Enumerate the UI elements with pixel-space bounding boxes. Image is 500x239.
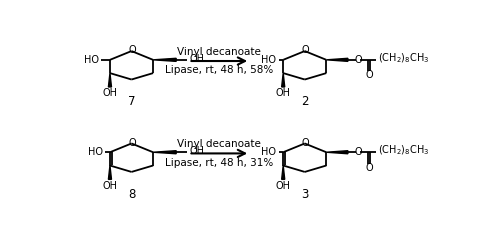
- Text: OH: OH: [190, 54, 204, 64]
- Text: Lipase, rt, 48 h, 31%: Lipase, rt, 48 h, 31%: [165, 158, 274, 168]
- Text: OH: OH: [190, 147, 204, 157]
- Text: HO: HO: [262, 55, 276, 65]
- Text: HO: HO: [84, 55, 99, 65]
- Text: HO: HO: [88, 147, 103, 157]
- Text: O: O: [354, 55, 362, 65]
- Text: O: O: [354, 147, 362, 157]
- Text: O: O: [128, 138, 136, 148]
- Text: OH: OH: [102, 88, 118, 98]
- Text: 8: 8: [128, 188, 135, 201]
- Text: O: O: [302, 45, 310, 55]
- Text: O: O: [365, 70, 373, 80]
- Text: O: O: [302, 138, 310, 148]
- Text: Vinyl decanoate: Vinyl decanoate: [178, 47, 261, 57]
- Polygon shape: [282, 166, 284, 179]
- Polygon shape: [326, 58, 348, 61]
- Text: OH: OH: [102, 180, 118, 190]
- Polygon shape: [108, 166, 112, 179]
- Polygon shape: [108, 73, 112, 87]
- Polygon shape: [326, 151, 348, 154]
- Polygon shape: [282, 73, 284, 87]
- Text: 3: 3: [301, 188, 308, 201]
- Text: Vinyl decanoate: Vinyl decanoate: [178, 139, 261, 149]
- Polygon shape: [153, 151, 176, 154]
- Polygon shape: [153, 58, 176, 61]
- Text: 2: 2: [301, 95, 308, 108]
- Text: OH: OH: [276, 180, 290, 190]
- Text: (CH$_2$)$_8$CH$_3$: (CH$_2$)$_8$CH$_3$: [378, 144, 429, 158]
- Text: HO: HO: [262, 147, 276, 157]
- Text: O: O: [365, 163, 373, 173]
- Text: 7: 7: [128, 95, 136, 108]
- Text: (CH$_2$)$_8$CH$_3$: (CH$_2$)$_8$CH$_3$: [378, 51, 429, 65]
- Text: O: O: [128, 45, 136, 55]
- Text: Lipase, rt, 48 h, 58%: Lipase, rt, 48 h, 58%: [165, 65, 274, 75]
- Text: OH: OH: [276, 88, 290, 98]
